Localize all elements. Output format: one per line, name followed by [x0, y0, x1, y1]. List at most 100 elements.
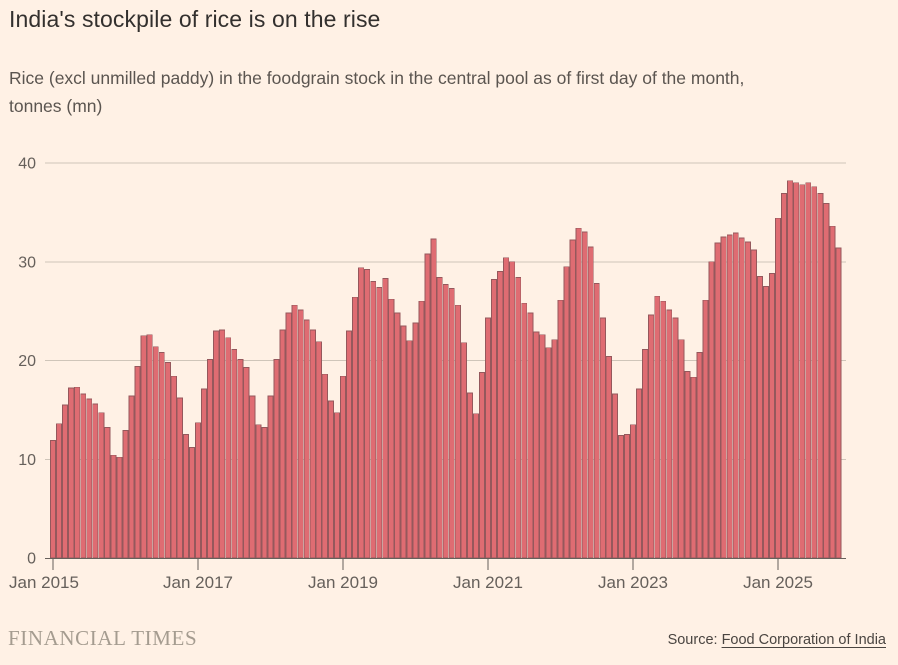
bar-Feb-2020	[418, 300, 425, 559]
bar-Mar-2015	[62, 404, 69, 559]
bar-Apr-2016	[140, 335, 147, 559]
bar-Mar-2017	[207, 359, 214, 559]
bar-Dec-2019	[406, 340, 413, 559]
bar-Mar-2020	[424, 253, 431, 559]
bar-Sep-2019	[388, 298, 395, 559]
source-link[interactable]: Food Corporation of India	[721, 632, 886, 648]
bar-Sep-2016	[170, 375, 177, 559]
x-axis-label-Jan-2017: Jan 2017	[163, 573, 233, 592]
bar-Feb-2016	[128, 395, 135, 559]
x-axis-label-Jan-2019: Jan 2019	[308, 573, 378, 592]
bar-Nov-2016	[182, 434, 189, 559]
chart-subtitle-line1: Rice (excl unmilled paddy) in the foodgr…	[9, 68, 745, 88]
bar-May-2021	[509, 261, 516, 559]
bar-Oct-2022	[611, 393, 618, 559]
ft-wordmark: FINANCIAL TIMES	[8, 626, 198, 650]
bar-Nov-2022	[618, 435, 624, 559]
y-axis-label-40: 40	[18, 156, 36, 173]
bar-Jun-2024	[732, 232, 739, 559]
bar-Jan-2021	[485, 317, 491, 559]
bar-Jun-2023	[660, 300, 667, 559]
bar-Jan-2016	[122, 430, 129, 559]
bar-Jan-2025	[775, 217, 781, 559]
bar-Mar-2022	[569, 239, 576, 559]
x-axis-label-Jan-2015: Jan 2015	[9, 573, 79, 592]
bar-Mar-2025	[787, 180, 794, 559]
bar-Mar-2016	[134, 366, 141, 559]
bar-Nov-2025	[835, 247, 842, 559]
y-axis-label-0: 0	[27, 551, 36, 568]
bar-Dec-2017	[261, 427, 268, 559]
bar-Dec-2023	[696, 352, 703, 559]
x-axis-label-Jan-2021: Jan 2021	[453, 573, 523, 592]
chart-subtitle-block: Rice (excl unmilled paddy) in the foodgr…	[9, 64, 889, 120]
bar-Mar-2019	[352, 296, 359, 559]
bar-Sep-2015	[98, 412, 105, 559]
bar-Apr-2024	[720, 236, 727, 559]
bar-Oct-2021	[539, 334, 546, 559]
bar-Mar-2021	[497, 271, 504, 559]
bar-Sep-2025	[823, 203, 830, 559]
bar-Jan-2017	[195, 422, 201, 559]
bar-Feb-2017	[201, 388, 207, 559]
bar-Mar-2023	[642, 349, 649, 559]
y-axis-label-20: 20	[18, 353, 36, 370]
bar-May-2020	[436, 277, 443, 559]
bar-Nov-2018	[327, 400, 334, 559]
bar-Oct-2016	[176, 397, 183, 559]
bar-May-2019	[364, 269, 371, 559]
bar-Apr-2021	[503, 257, 510, 559]
bar-Dec-2022	[624, 434, 630, 559]
bar-Aug-2019	[382, 278, 389, 559]
bar-Jun-2016	[152, 346, 159, 559]
bar-Nov-2020	[472, 413, 479, 559]
bar-Dec-2016	[189, 446, 195, 559]
rice-stock-bar-chart: 0 10 20 30 40 Jan 2015 Jan 2017 Jan 2019 Jan 202…	[9, 156, 846, 592]
bar-Oct-2019	[394, 312, 401, 559]
bar-Feb-2022	[563, 266, 570, 559]
bar-May-2017	[219, 329, 226, 559]
bar-Feb-2015	[56, 423, 62, 559]
bar-May-2018	[291, 304, 298, 559]
bar-Dec-2015	[116, 456, 123, 559]
bar-Jun-2021	[515, 277, 522, 559]
bar-Jun-2022	[587, 246, 594, 559]
source-line: Source: Food Corporation of India	[668, 632, 886, 648]
bar-Nov-2021	[545, 347, 552, 559]
bar-Jun-2019	[370, 281, 377, 559]
bar-Feb-2021	[491, 279, 498, 559]
bar-Aug-2016	[164, 362, 171, 559]
bar-Apr-2019	[358, 267, 365, 559]
bar-Apr-2025	[793, 182, 800, 559]
chart-subtitle-line2: tonnes (mn)	[9, 96, 103, 116]
bar-Feb-2025	[781, 193, 788, 559]
bar-Jun-2020	[442, 284, 449, 559]
bar-Dec-2018	[334, 412, 340, 559]
bar-Aug-2024	[744, 241, 751, 559]
bar-Sep-2024	[750, 249, 757, 559]
bar-Jul-2017	[231, 349, 238, 559]
x-axis-label-Jan-2023: Jan 2023	[598, 573, 668, 592]
bar-Jan-2018	[267, 395, 274, 559]
bar-May-2016	[146, 334, 153, 559]
bar-Jan-2024	[702, 299, 709, 559]
bar-Nov-2017	[255, 424, 262, 559]
bar-Dec-2024	[769, 273, 775, 559]
bar-Jan-2019	[340, 375, 346, 559]
bar-Nov-2015	[110, 454, 117, 559]
bar-Jul-2016	[158, 352, 165, 559]
bar-Oct-2024	[756, 276, 763, 559]
x-axis-label-Jan-2025: Jan 2025	[743, 573, 813, 592]
bar-Jul-2023	[666, 309, 673, 559]
bar-Apr-2022	[575, 227, 582, 559]
bar-Feb-2018	[273, 359, 280, 559]
bar-Sep-2018	[315, 341, 322, 559]
bar-Jun-2017	[225, 337, 232, 559]
bar-Sep-2021	[533, 331, 540, 559]
bar-Nov-2023	[690, 376, 697, 559]
bar-Apr-2017	[213, 330, 220, 559]
bar-Jul-2015	[86, 398, 93, 559]
bar-Mar-2024	[714, 242, 721, 559]
chart-title: India's stockpile of rice is on the rise	[9, 6, 381, 32]
